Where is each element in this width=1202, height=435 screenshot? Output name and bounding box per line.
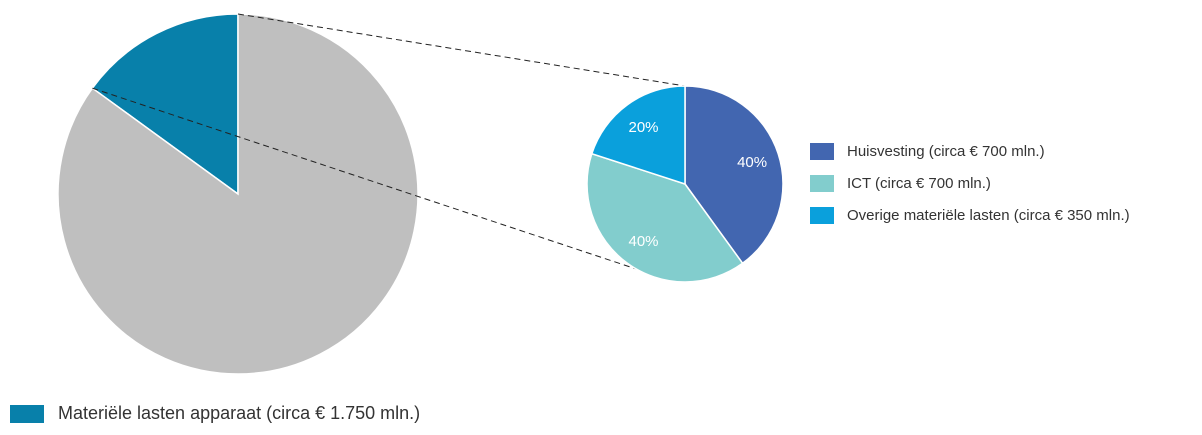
legend-swatch [810,207,834,224]
legend-label: Huisvesting (circa € 700 mln.) [847,143,1045,160]
connector-line-top [237,13,686,87]
legend-item-ict: ICT (circa € 700 mln.) [810,175,991,192]
pie-slice [586,152,744,283]
legend-swatch [810,143,834,160]
main-pie [57,13,419,375]
pie-slice [57,13,419,375]
pie-slice [684,85,784,265]
detail-pie: 40% 40% 20% [586,85,784,283]
pie-slice [91,13,239,196]
data-label: 20% [628,119,658,136]
pie-slice [590,85,686,186]
legend-item-materiele-lasten: Materiële lasten apparaat (circa € 1.750… [10,403,420,424]
legend-swatch [810,175,834,192]
connector-lines [92,13,686,270]
legend-item-overige: Overige materiële lasten (circa € 350 ml… [810,207,1130,224]
legend-label: ICT (circa € 700 mln.) [847,175,991,192]
legend-label: Overige materiële lasten (circa € 350 ml… [847,207,1130,224]
data-label: 40% [628,233,658,250]
legend-item-huisvesting: Huisvesting (circa € 700 mln.) [810,143,1045,160]
data-label: 40% [737,154,767,171]
legend-swatch [10,404,44,423]
legend-label: Materiële lasten apparaat (circa € 1.750… [58,403,421,423]
connector-line-bottom [92,87,637,270]
